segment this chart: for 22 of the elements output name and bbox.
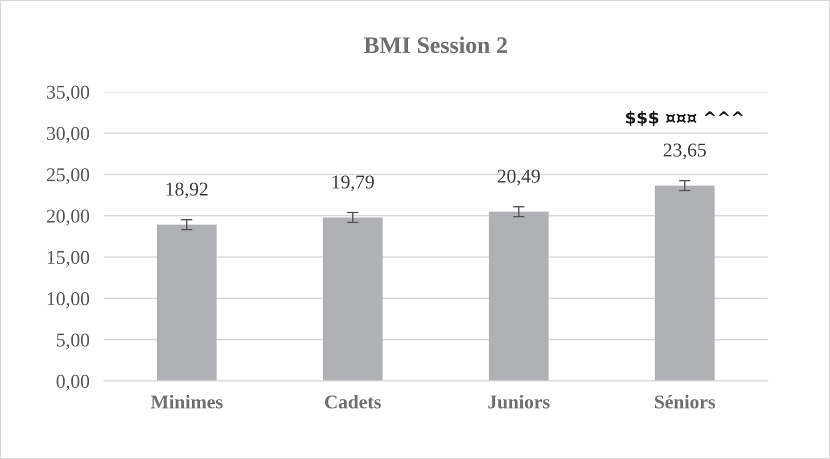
bar [322,217,383,381]
bar [654,186,715,381]
y-tick-label: 25,00 [46,168,90,184]
chart-title: BMI Session 2 [364,36,507,54]
y-tick-label: 35,00 [47,86,90,102]
y-tick-label: 20,00 [46,210,90,226]
bar [488,212,549,381]
data-label: 23,65 [664,144,706,160]
y-tick-label: 0,00 [56,374,90,391]
y-tick-label: 15,00 [48,250,90,267]
x-tick-label: Minimes [150,394,222,409]
y-tick-label: 10,00 [48,292,90,308]
x-tick-label: Cadets [325,394,381,409]
x-tick-label: Juniors [488,394,550,409]
bar [156,224,217,381]
data-label: 20,49 [498,170,540,186]
x-tick-label: Séniors [654,394,716,409]
data-label: 18,92 [166,182,208,198]
annotation: $$$ ¤¤¤ ^^^ [626,110,744,126]
y-tick-label: 30,00 [47,126,90,143]
y-tick-label: 5,00 [56,333,90,350]
data-label: 19,79 [332,175,374,192]
